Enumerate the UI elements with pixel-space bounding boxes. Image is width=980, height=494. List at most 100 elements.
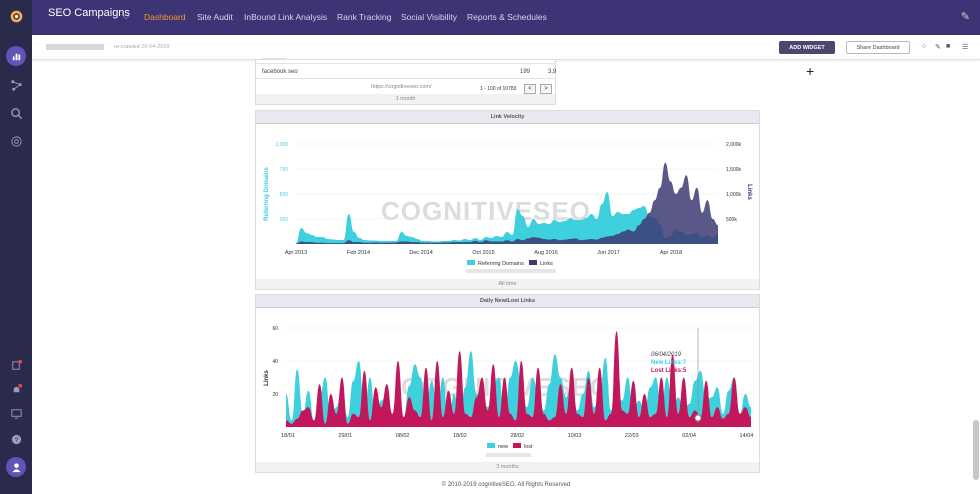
series-area-referring-domains <box>296 192 718 244</box>
x-tick-label: Apr 2018 <box>660 250 682 256</box>
blurred-legend <box>466 269 556 273</box>
tooltip-point <box>694 414 702 422</box>
dashboard-icon[interactable] <box>6 46 26 66</box>
x-tick-label: 29/01 <box>338 433 352 439</box>
help-icon[interactable]: ? <box>6 429 26 449</box>
panel-title: Link Velocity <box>256 111 759 124</box>
x-tick-label: 22/03 <box>625 433 639 439</box>
watermark: COGNITIVESEO <box>381 196 591 226</box>
legend-swatch-new <box>487 443 495 448</box>
alert-icon[interactable] <box>6 355 26 375</box>
footer: © 2010-2019 cognitiveSEO. All Rights Res… <box>441 482 571 488</box>
target-icon[interactable] <box>6 131 26 151</box>
panel-title: Daily New/Lost Links <box>256 295 759 308</box>
y2-tick-label: 500k <box>726 217 737 223</box>
daily-links-panel: Daily New/Lost Links COGNITIVESEO 204060… <box>255 294 760 473</box>
y2-tick-label: 2,000k <box>726 142 742 148</box>
nav-inbound-link-analysis[interactable]: InBound Link Analysis <box>244 12 328 22</box>
x-tick-label: 10/03 <box>568 433 582 439</box>
y2-axis-label: Links <box>746 184 752 200</box>
pencil-icon[interactable]: ✎ <box>960 11 970 23</box>
svg-text:?: ? <box>14 436 18 443</box>
x-tick-label: 28/02 <box>510 433 524 439</box>
add-widget-button[interactable]: ADD WIDGET <box>779 41 835 54</box>
y2-tick-label: 1,500k <box>726 167 742 173</box>
prev-page-button[interactable]: < <box>524 84 536 94</box>
circle-icon[interactable]: ○ <box>922 43 927 50</box>
y2-tick-label: 1,000k <box>726 192 742 198</box>
x-tick-label: 08/02 <box>396 433 410 439</box>
legend-swatch-referring-domains <box>467 260 475 265</box>
recrawled-date: re-crawled 16-04-2019 <box>114 44 170 50</box>
nav-reports-schedules[interactable]: Reports & Schedules <box>467 12 547 22</box>
x-tick-label: Dec 2014 <box>409 250 433 256</box>
x-tick-label: 02/04 <box>682 433 696 439</box>
nav-site-audit[interactable]: Site Audit <box>197 12 233 22</box>
y-tick-label: 750 <box>280 167 289 173</box>
monitor-icon[interactable] <box>6 403 26 423</box>
y-tick-label: 40 <box>272 359 278 365</box>
notification-icon[interactable] <box>6 379 26 399</box>
daily-links-chart: COGNITIVESEO 20406018/0129/0108/0218/022… <box>264 326 754 457</box>
legend-links: Links <box>540 261 553 267</box>
y-tick-label: 1,000 <box>275 142 288 148</box>
y-axis-label: Referring Domains <box>264 167 270 221</box>
chevron-down-icon[interactable]: ⌵ <box>123 12 130 21</box>
series-area-new <box>286 351 751 427</box>
network-icon[interactable] <box>6 75 26 95</box>
x-tick-label: Aug 2016 <box>534 250 558 256</box>
blurred-legend <box>486 453 531 457</box>
extra-cell: 3,9 <box>548 69 557 75</box>
source-url[interactable]: https://cognitiveseo.com/ <box>371 84 432 90</box>
nav-social-visibility[interactable]: Social Visibility <box>401 12 458 22</box>
x-tick-label: Feb 2014 <box>347 250 370 256</box>
value-cell: 199 <box>520 69 531 75</box>
series-area-links <box>296 162 718 244</box>
tooltip-new: New Links:7 <box>651 360 687 366</box>
x-tick-label: 18/02 <box>453 433 467 439</box>
top-bar: SEO Campaigns ⌵ Dashboard Site Audit InB… <box>32 0 980 35</box>
period-label: All time <box>256 279 759 289</box>
period-label: 1 month <box>256 94 555 104</box>
app-title[interactable]: SEO Campaigns <box>48 7 130 19</box>
keywords-table-panel: ———— facebook seo 199 3,9 https://cognit… <box>255 56 556 105</box>
trash-icon[interactable]: ■ <box>946 43 951 50</box>
x-tick-label: Jun 2017 <box>597 250 620 256</box>
legend-new: new <box>498 444 508 450</box>
menu-icon[interactable]: ☰ <box>962 44 969 51</box>
move-cursor-icon: + <box>806 63 815 79</box>
y-axis-label: Links <box>264 370 270 386</box>
y-tick-label: 500 <box>280 192 289 198</box>
legend-referring-domains: Referring Domains <box>478 261 524 267</box>
y-tick-label: 250 <box>280 217 289 223</box>
legend-swatch-links <box>529 260 537 265</box>
table-row[interactable]: facebook seo 199 3,9 <box>256 65 556 79</box>
x-tick-label: Oct 2015 <box>472 250 494 256</box>
link-velocity-panel: Link Velocity COGNITIVESEO 250 500k 500 1,0… <box>255 110 760 290</box>
tooltip-lost: Lost Links:5 <box>651 368 687 374</box>
nav-rank-tracking[interactable]: Rank Tracking <box>337 12 392 22</box>
tooltip-date: 06/04/2019 <box>651 352 682 358</box>
blurred-domain <box>46 44 104 50</box>
nav-dashboard[interactable]: Dashboard <box>144 12 186 22</box>
pager-label: 1 - 100 of 10783 <box>480 86 517 92</box>
dashboard-toolbar: re-crawled 16-04-2019 ADD WIDGET Share D… <box>32 35 980 60</box>
y-tick-label: 20 <box>272 392 278 398</box>
legend-swatch-lost <box>513 443 521 448</box>
table-row[interactable]: ———— <box>256 56 556 64</box>
x-tick-label: 14/04 <box>740 433 754 439</box>
x-tick-label: Apr 2013 <box>285 250 307 256</box>
link-velocity-chart: COGNITIVESEO 250 500k 500 1,000k 750 1,500k 1,… <box>264 142 752 273</box>
share-dashboard-button[interactable]: Share Dashboard <box>846 41 910 54</box>
y-tick-label: 60 <box>272 326 278 332</box>
legend-lost: lost <box>524 444 533 450</box>
app-logo[interactable] <box>6 6 26 26</box>
scrollbar[interactable] <box>973 420 979 480</box>
next-page-button[interactable]: > <box>540 84 552 94</box>
sidebar: ? <box>0 0 32 494</box>
search-icon[interactable] <box>6 103 26 123</box>
edit-icon[interactable]: ✎ <box>935 44 941 51</box>
x-tick-label: 18/01 <box>281 433 295 439</box>
keyword-cell: facebook seo <box>262 69 298 75</box>
user-avatar[interactable] <box>6 457 26 477</box>
